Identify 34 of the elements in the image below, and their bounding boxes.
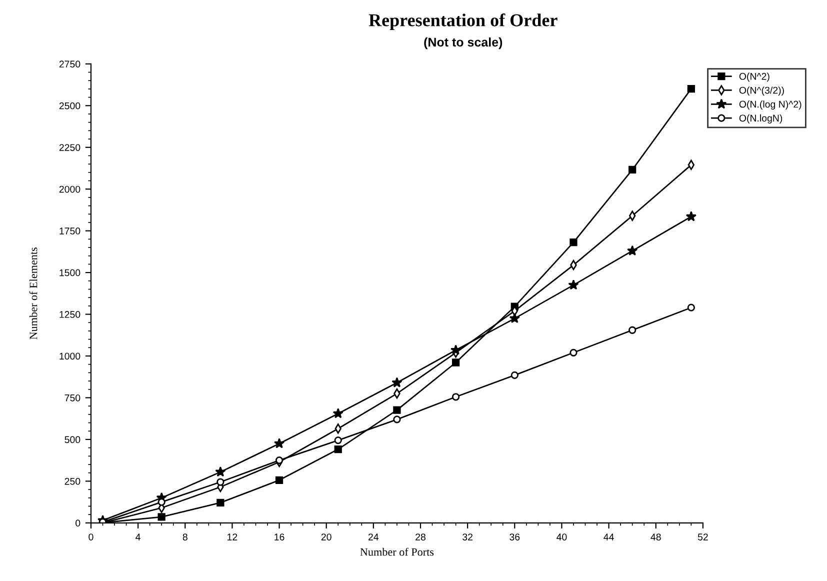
x-tick-label: 16 <box>274 534 284 540</box>
x-tick-label: 28 <box>416 534 426 540</box>
x-tick-label: 24 <box>368 534 379 540</box>
x-tick-label: 12 <box>228 534 238 540</box>
legend-label: O(N^2) <box>739 72 770 82</box>
chart-subtitle: (Not to scale) <box>424 37 502 50</box>
x-tick-label: 8 <box>182 534 188 540</box>
x-tick-label: 20 <box>321 534 332 540</box>
x-tick-label: 32 <box>462 534 472 540</box>
x-tick-label: 52 <box>698 534 708 540</box>
legend-label: O(N^(3/2)) <box>739 86 784 96</box>
y-tick-label: 1250 <box>60 311 80 318</box>
x-tick-label: 40 <box>556 534 567 540</box>
y-tick-label: 1000 <box>60 352 80 360</box>
x-tick-label: 36 <box>510 534 520 540</box>
y-tick-label: 250 <box>64 478 80 485</box>
y-tick-label: 1500 <box>60 269 80 276</box>
x-tick-label: 48 <box>650 534 661 540</box>
y-tick-label: 750 <box>64 394 80 402</box>
x-tick-label: 4 <box>136 534 140 540</box>
y-tick-label: 1750 <box>60 228 80 234</box>
chart-title: Representation of Order <box>368 13 558 30</box>
y-tick-label: 500 <box>64 436 80 444</box>
legend-label: O(N.(log N)^2) <box>739 100 802 110</box>
y-axis-title: Number of Elements <box>29 248 38 340</box>
y-tick-label: 2750 <box>59 60 80 68</box>
x-tick-label: 0 <box>88 534 94 540</box>
legend-label: O(N.logN) <box>739 114 782 124</box>
x-tick-label: 44 <box>604 534 614 540</box>
x-axis-title: Number of Ports <box>360 548 434 556</box>
y-tick-label: 2500 <box>59 102 80 110</box>
y-tick-label: 2250 <box>59 144 80 151</box>
y-tick-label: 0 <box>76 520 80 527</box>
y-tick-label: 2000 <box>59 186 80 193</box>
